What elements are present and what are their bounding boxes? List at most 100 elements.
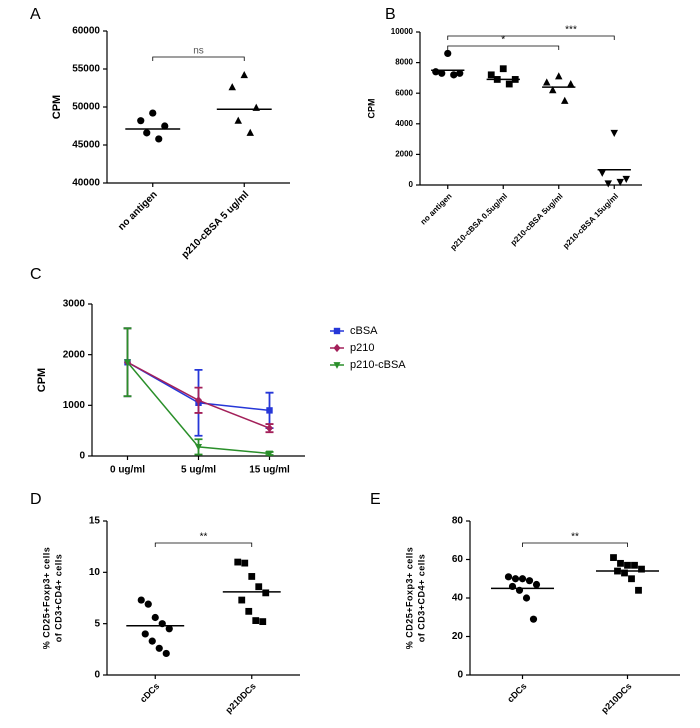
x-tick-label: p210-cBSA 5 ug/ml [180,189,252,261]
data-point [228,83,236,91]
x-tick-label: p210DCs [224,681,258,715]
data-point [505,80,513,88]
data-point [622,175,630,183]
data-point [149,109,157,117]
y-tick-label: 0 [79,451,85,462]
y-axis-label: CPM [36,368,48,392]
data-point [610,129,618,138]
data-point [137,596,145,604]
y-tick-label: 55000 [72,64,100,75]
data-point [432,68,440,76]
data-point [266,407,273,414]
data-point [499,65,507,73]
legend-label: cBSA [350,325,378,337]
data-point [246,128,254,136]
data-point [543,78,551,86]
panel-label: B [385,6,396,23]
data-point [255,583,263,591]
x-tick-label: p210-cBSA 5ug/ml [509,192,565,248]
data-point [265,423,274,433]
data-point [522,594,531,602]
data-point [561,96,569,104]
data-point [631,561,638,569]
data-point [248,573,256,580]
legend-label: p210 [350,342,374,354]
data-point [234,116,242,124]
panel-label: A [30,6,41,23]
x-tick-label: p210-cBSA 0.5ug/ml [449,192,510,253]
y-axis-label: CPM [366,99,376,119]
x-tick-label: p210-cBSA 15ug/ml [561,192,620,251]
y-tick-label: 2000 [395,150,413,159]
data-point [165,625,173,633]
x-tick-label: 5 ug/ml [181,465,216,476]
data-point [628,575,635,583]
y-tick-label: 20 [452,631,464,642]
data-point [598,169,606,177]
y-tick-label: 0 [457,670,463,681]
significance-bracket [152,56,245,61]
data-point [621,569,628,577]
data-point [624,561,631,569]
y-tick-label: 2000 [63,349,86,360]
y-axis-label: CPM [51,95,63,119]
x-tick-label: 15 ug/ml [249,465,290,476]
legend-marker [333,362,341,369]
panel-label: E [370,491,381,508]
data-point [141,630,149,638]
y-tick-label: 15 [89,516,101,527]
data-point [137,117,145,125]
data-point [238,596,246,604]
data-point [450,71,458,79]
x-tick-label: 0 ug/ml [110,465,145,476]
data-point [456,69,464,77]
y-tick-label: 0 [94,670,100,681]
significance-label: *** [565,25,577,36]
data-point [194,396,203,405]
x-tick-label: no antigen [116,189,160,233]
significance-label: ** [571,532,579,543]
significance-bracket [154,542,253,547]
data-point [504,573,513,581]
y-tick-label: 1000 [63,400,86,411]
data-point [529,615,538,623]
x-tick-label: cDCs [138,681,161,704]
panel-label: D [30,491,42,508]
y-tick-label: 45000 [72,140,100,151]
data-point [616,178,624,187]
y-axis-label: of CD3+CD4+ cells [53,554,63,643]
data-point [549,86,557,94]
x-tick-label: cDCs [505,681,528,704]
y-tick-label: 50000 [72,102,100,113]
data-point [162,649,170,658]
y-tick-label: 3000 [63,299,86,310]
significance-bracket [447,35,615,40]
data-point [245,607,253,615]
data-point [444,49,452,58]
data-point [155,644,163,652]
data-point [525,577,534,585]
data-point [262,589,270,597]
legend-label: p210-cBSA [350,359,406,371]
data-point [123,359,132,367]
data-point [610,554,617,561]
significance-bracket [522,542,628,547]
y-tick-label: 80 [452,516,464,527]
data-point [635,586,642,594]
significance-label: ** [200,532,208,543]
y-axis-label: % CD25+Foxp3+ cells [404,547,414,650]
y-axis-label: of CD3+CD4+ cells [416,554,426,643]
legend-marker [333,327,341,335]
data-point [148,637,156,645]
data-point [638,565,645,573]
significance-label: * [501,35,505,46]
data-point [155,135,163,143]
legend-marker [333,343,341,353]
x-tick-label: no antigen [419,191,454,226]
x-tick-label: p210DCs [599,681,633,715]
y-tick-label: 10 [89,567,101,578]
data-point [144,600,152,608]
y-tick-label: 60000 [72,26,100,37]
data-point [234,558,242,566]
data-point [241,559,249,567]
